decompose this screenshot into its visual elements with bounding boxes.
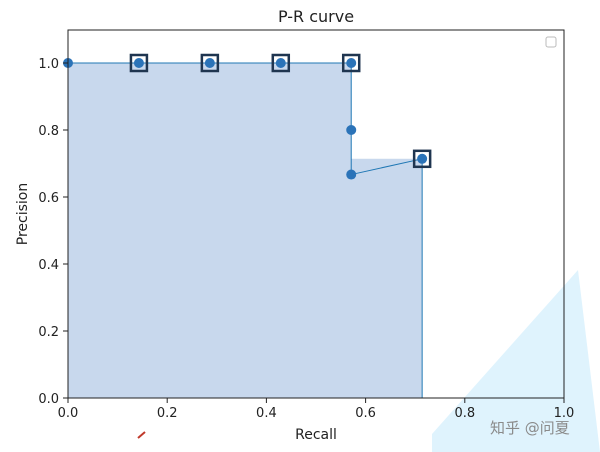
x-tick-label: 1.0	[554, 406, 575, 421]
data-point	[346, 58, 357, 68]
data-point	[346, 125, 357, 135]
shaded-area	[68, 63, 423, 398]
highlight-box	[129, 53, 149, 73]
x-axis-ticks: 0.0 0.2 0.4 0.6 0.8 1.0	[58, 398, 575, 421]
y-axis-ticks: 0.0 0.2 0.4 0.6 0.8 1.0	[38, 57, 68, 407]
highlight-box	[271, 53, 291, 73]
x-tick-label: 0.2	[157, 406, 178, 421]
watermark-text: 知乎 @问夏	[490, 419, 570, 437]
x-tick-label: 0.0	[58, 406, 79, 421]
y-tick-label: 0.0	[38, 392, 59, 407]
x-tick-label: 0.6	[355, 406, 376, 421]
y-tick-label: 0.6	[38, 191, 59, 206]
highlight-box	[412, 149, 432, 169]
data-point	[275, 58, 286, 68]
legend-box	[545, 36, 557, 48]
pen-cursor-icon	[137, 431, 146, 439]
chart-title: P-R curve	[278, 7, 354, 26]
plot-frame	[67, 29, 565, 399]
y-axis-label: Precision	[15, 183, 31, 245]
data-point	[346, 169, 357, 180]
x-tick-label: 0.4	[256, 406, 277, 421]
x-tick-label: 0.8	[454, 406, 475, 421]
series-line	[68, 62, 423, 176]
highlight-boxes-layer	[129, 53, 432, 169]
x-axis-label: Recall	[295, 427, 337, 443]
series-line-layer	[68, 62, 423, 176]
y-tick-label: 0.8	[38, 124, 59, 139]
y-tick-label: 0.4	[38, 258, 59, 273]
shaded-area-layer	[68, 63, 423, 398]
data-point	[417, 153, 428, 164]
highlight-box	[341, 53, 361, 73]
highlight-box	[200, 53, 220, 73]
data-point	[204, 58, 215, 68]
y-tick-label: 1.0	[38, 57, 59, 72]
data-point	[133, 58, 144, 68]
y-tick-label: 0.2	[38, 325, 59, 340]
data-points-layer	[63, 58, 428, 180]
watermark-triangle	[432, 270, 600, 452]
